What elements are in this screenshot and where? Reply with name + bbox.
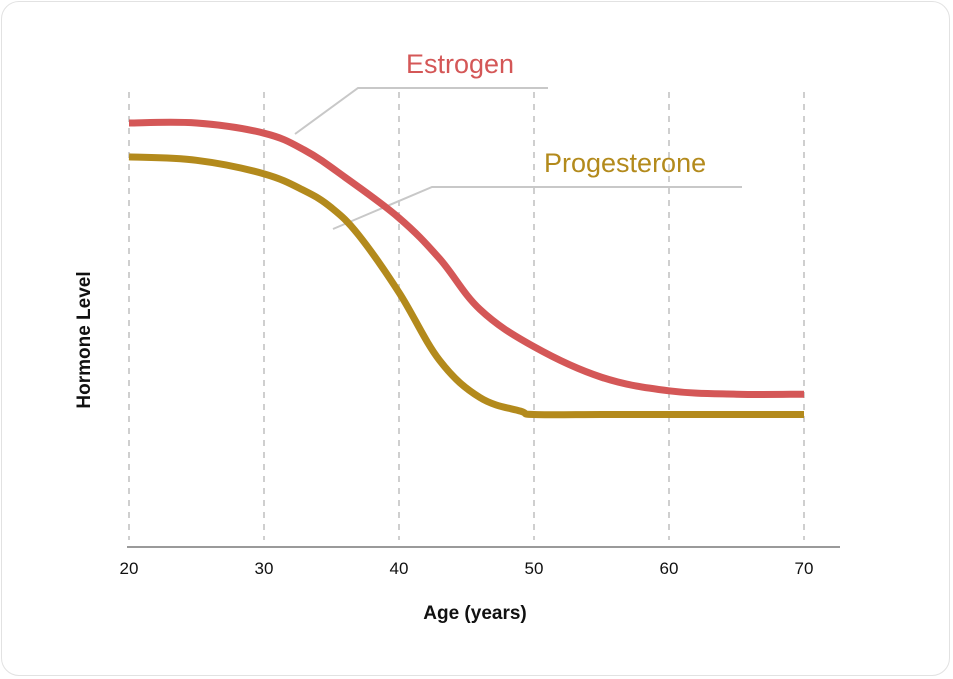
series-labels: Estrogen Progesterone (406, 49, 706, 178)
leader-line-estrogen (294, 87, 548, 135)
x-tick-label: 30 (255, 559, 274, 578)
series-label-estrogen: Estrogen (406, 49, 514, 79)
grid-lines (128, 92, 805, 540)
leader-lines (294, 87, 742, 230)
series-lines (128, 118, 805, 419)
x-tick-label: 50 (525, 559, 544, 578)
x-tick-label: 20 (120, 559, 139, 578)
x-tick-label: 70 (795, 559, 814, 578)
leader-line-progesterone (332, 186, 742, 230)
x-tick-label: 40 (390, 559, 409, 578)
series-label-progesterone: Progesterone (544, 148, 706, 178)
x-tick-labels: 20 30 40 50 60 70 (120, 559, 814, 578)
series-line-progesterone (128, 153, 804, 419)
y-axis-title: Hormone Level (74, 271, 95, 408)
x-tick-label: 60 (660, 559, 679, 578)
series-line-estrogen (128, 118, 805, 398)
x-axis-title: Age (years) (423, 603, 527, 624)
